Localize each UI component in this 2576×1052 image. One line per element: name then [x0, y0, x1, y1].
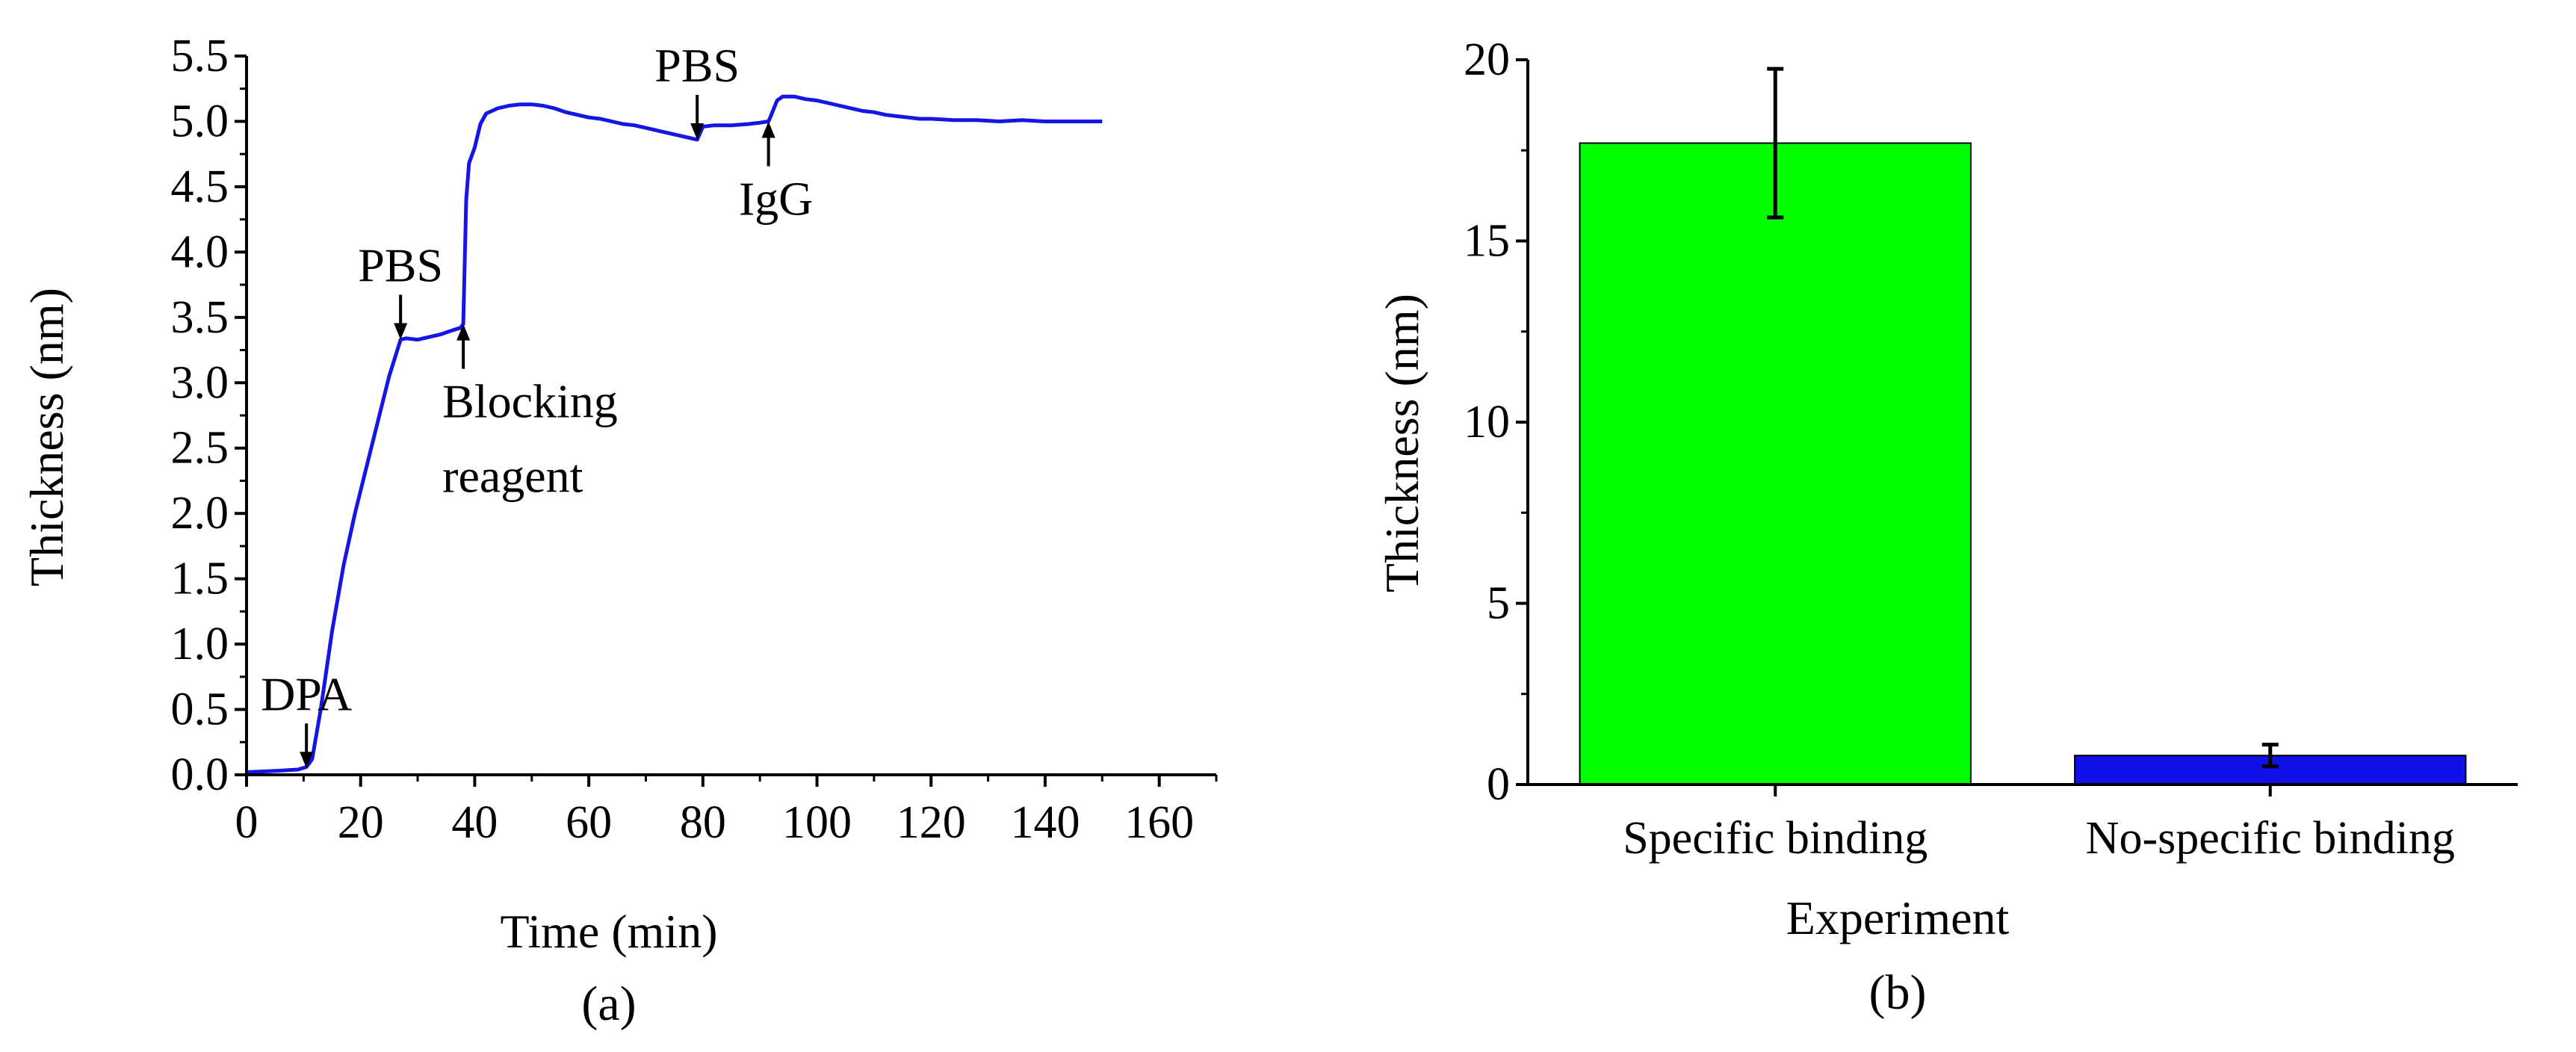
- panel-b-y-tick-label: 20: [1464, 34, 1510, 85]
- panel-a-x-tick-label: 140: [1010, 797, 1080, 848]
- panel-a-y-tick-label: 5.5: [171, 31, 229, 81]
- panel-a-annotations: DPA PBS Blocking reagent PBS IgG: [261, 39, 814, 769]
- panel-a-y-tick-label: 0.5: [171, 684, 229, 735]
- annotation-label: DPA: [261, 667, 352, 720]
- annotation-arrow-head: [456, 324, 471, 341]
- panel-b-y-tick-label: 15: [1464, 216, 1510, 267]
- annotation-arrow-head: [394, 323, 408, 340]
- panel-a-axes: [245, 56, 1216, 776]
- panel-b-x-tick-label: No-specific binding: [2086, 813, 2455, 864]
- panel-b-x-tick-labels: Specific binding No-specific binding: [1623, 785, 2455, 864]
- annotation-label: PBS: [358, 239, 443, 292]
- panel-a-x-tick-label: 120: [897, 797, 966, 848]
- panel-a-y-tick-label: 3.5: [171, 292, 229, 343]
- panel-b-y-tick-label: 0: [1487, 759, 1510, 810]
- annotation-arrow-head: [300, 752, 314, 769]
- panel-b-y-tick-label: 10: [1464, 397, 1510, 448]
- panel-b-y-tick-label: 5: [1487, 578, 1510, 629]
- panel-a-y-axis-title: Thickness (nm): [20, 288, 73, 587]
- panel-b-x-axis-title: Experiment: [1786, 891, 2010, 944]
- panel-a-y-tick-label: 4.5: [171, 161, 229, 212]
- panel-a-series: [246, 94, 1103, 774]
- panel-a-y-tick-label: 1.5: [171, 554, 229, 604]
- panel-a-x-tick-label: 100: [782, 797, 852, 848]
- panel-a-x-tick-label: 80: [680, 797, 726, 848]
- panel-a-caption: (a): [581, 977, 636, 1031]
- panel-b-bars: [1579, 66, 2467, 786]
- panel-a-x-tick-label: 20: [338, 797, 384, 848]
- panel-a-y-ticks: 0.0 0.5 1.0 1.5 2.0 2.5 3.0 3.5 4.0 4.5 5.0 5.5: [171, 31, 247, 800]
- panel-a-line-chart: 0.0 0.5 1.0 1.5 2.0 2.5 3.0 3.5 4.0 4.5 5.0 5.5 0 20…: [20, 31, 1218, 1031]
- panel-b-x-tick-label: Specific binding: [1623, 813, 1928, 864]
- panel-a-x-tick-label: 0: [235, 797, 258, 848]
- annotation-arrow-head: [690, 123, 705, 140]
- panel-b-caption: (b): [1869, 965, 1927, 1020]
- annotation-label: reagent: [442, 450, 583, 503]
- panel-a-y-tick-label: 2.0: [171, 488, 229, 539]
- panel-a-y-tick-label: 1.0: [171, 619, 229, 669]
- panel-b-y-ticks: 0 5 10 15 20: [1464, 34, 1528, 810]
- panel-a-y-tick-label: 3.0: [171, 357, 229, 408]
- panel-a-x-ticks: 0 20 40 60 80 100 120 140 160: [235, 775, 1218, 848]
- panel-a-y-tick-label: 4.0: [171, 226, 229, 277]
- bar-specific-binding: [1579, 142, 1972, 786]
- annotation-arrow-head: [761, 121, 775, 138]
- panel-a-y-tick-label: 2.5: [171, 423, 229, 474]
- panel-b-y-axis-title: Thickness (nm): [1375, 294, 1428, 592]
- panel-b-bar-chart: 0 5 10 15 20 Specific binding No-specific bin…: [1375, 34, 2518, 1020]
- panel-a-x-axis-title: Time (min): [501, 905, 718, 958]
- annotation-label: Blocking: [442, 375, 618, 428]
- panel-a-x-tick-label: 40: [451, 797, 498, 848]
- annotation-label: IgG: [739, 172, 814, 225]
- panel-b-axes: [1526, 60, 2518, 786]
- panel-a-x-tick-label: 160: [1124, 797, 1194, 848]
- panel-a-series-line: [246, 94, 1103, 774]
- panel-a-y-tick-label: 5.0: [171, 96, 229, 146]
- panel-a-x-tick-label: 60: [566, 797, 612, 848]
- panel-a-y-tick-label: 0.0: [171, 749, 229, 800]
- annotation-label: PBS: [654, 39, 740, 92]
